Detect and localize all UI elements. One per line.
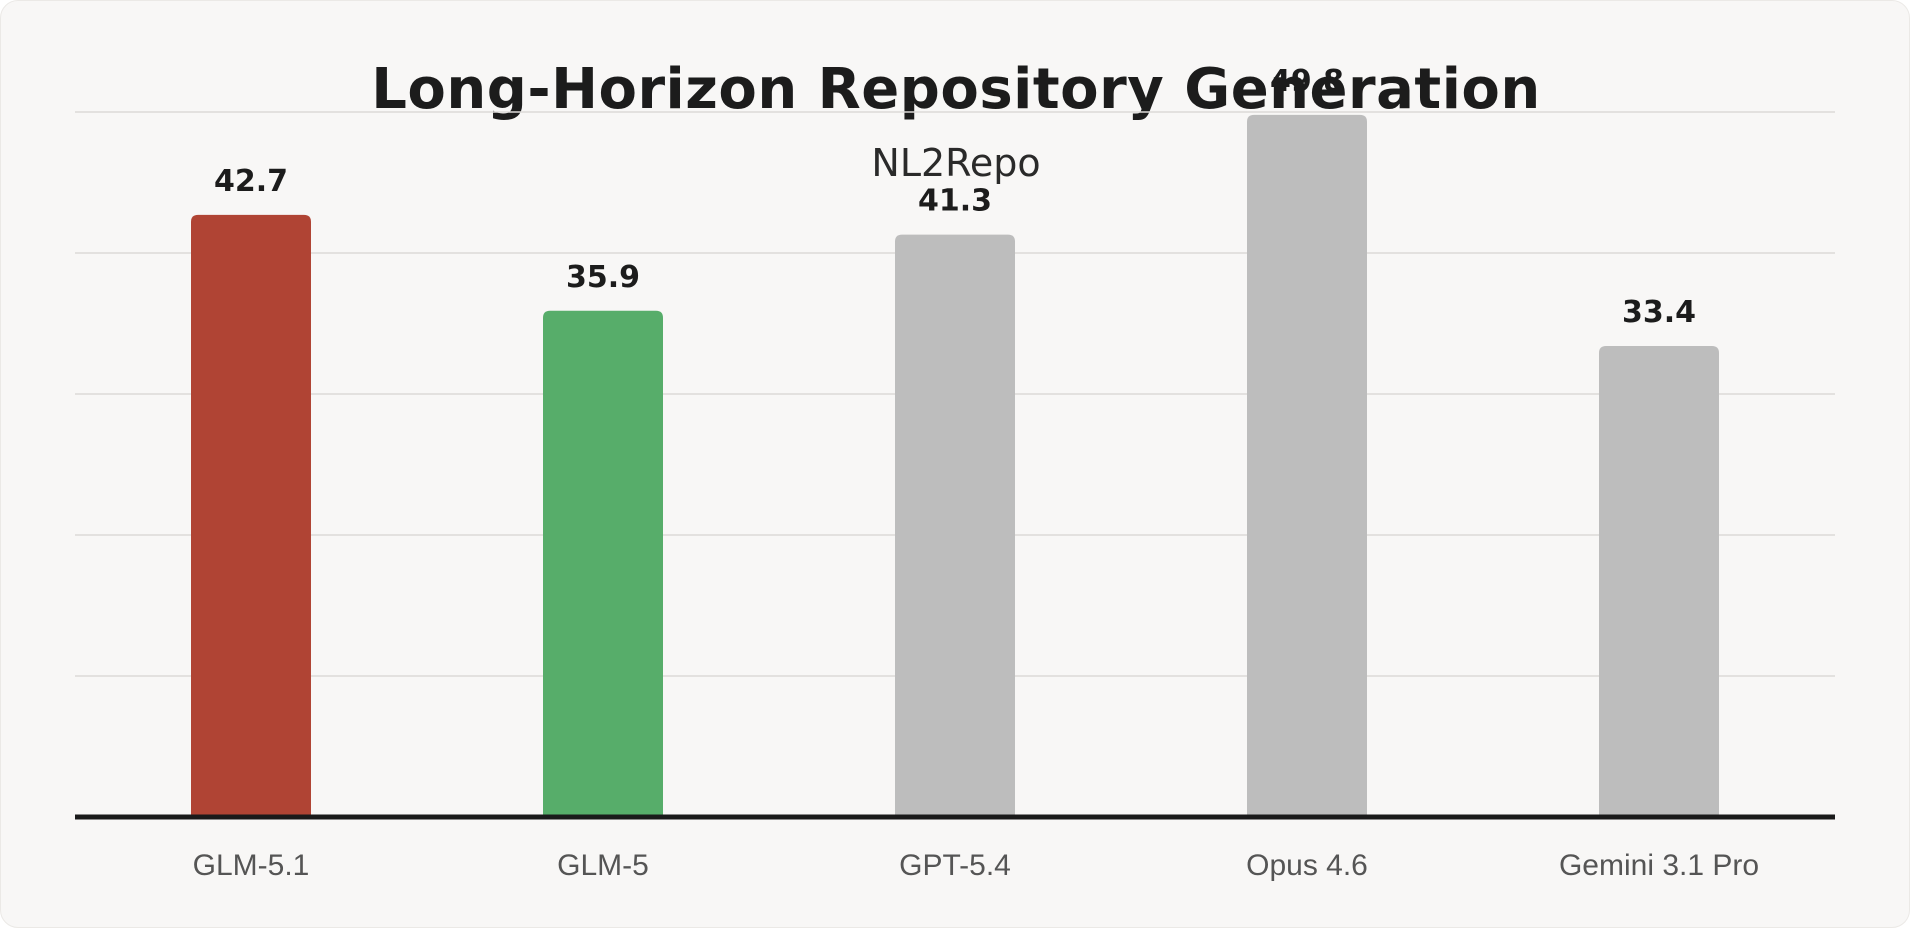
data-label: 49.8 xyxy=(1270,64,1344,99)
x-tick-label: GPT-5.4 xyxy=(899,849,1011,882)
bar xyxy=(1247,114,1367,817)
data-label: 33.4 xyxy=(1622,295,1696,330)
bar xyxy=(543,310,663,817)
chart-title: Long-Horizon Repository Generation xyxy=(371,57,1541,122)
data-label: 35.9 xyxy=(566,260,640,295)
bar xyxy=(1599,346,1719,817)
bar xyxy=(895,234,1015,818)
x-tick-label: Gemini 3.1 Pro xyxy=(1559,849,1759,882)
chart-subtitle: NL2Repo xyxy=(871,141,1041,185)
x-tick-label: GLM-5.1 xyxy=(193,849,310,882)
bar xyxy=(191,214,311,817)
data-label: 42.7 xyxy=(214,164,288,199)
x-tick-label: Opus 4.6 xyxy=(1246,849,1368,882)
data-label: 41.3 xyxy=(918,184,992,219)
x-tick-label: GLM-5 xyxy=(557,849,649,882)
